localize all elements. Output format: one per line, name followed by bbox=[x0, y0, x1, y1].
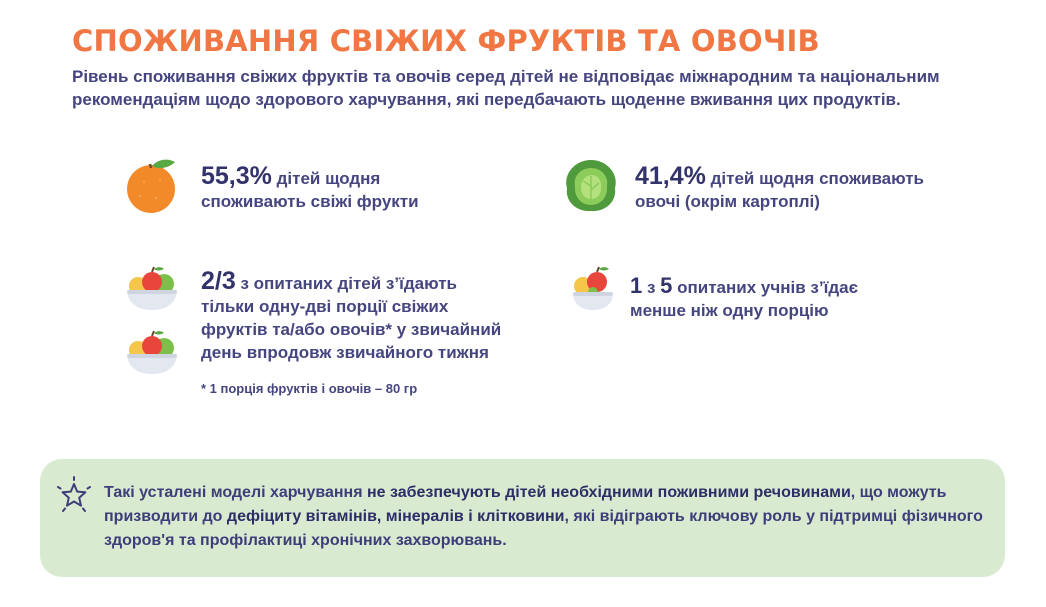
banner-text-emphasis-2: дефіциту вітамінів, мінералів і кліткови… bbox=[226, 508, 565, 525]
fruit-bowl-icon bbox=[573, 266, 613, 310]
orange-icon bbox=[127, 159, 175, 213]
stat-students-value-b: 5 bbox=[660, 273, 673, 298]
banner-text-emphasis-1: не забезпечують дітей необхідними поживн… bbox=[367, 484, 851, 501]
banner-text-part5: , які відіграють ключову роль у підтримц… bbox=[104, 508, 983, 549]
stat-portions-text4: день впродовж звичайного тижня bbox=[201, 343, 489, 362]
banner-text-part1: Такі усталені моделі харчування bbox=[104, 484, 367, 501]
stat-students-value-a: 1 bbox=[630, 273, 643, 298]
cabbage-icon bbox=[566, 160, 616, 212]
star-icon bbox=[57, 476, 91, 512]
stat-portions-value: 2/3 bbox=[201, 267, 236, 295]
stat-vegetables: 41,4% дітей щодня споживають овочі (окрі… bbox=[635, 162, 975, 213]
stat-vegetables-value: 41,4% bbox=[635, 162, 706, 190]
stat-fruits-text1: дітей щодня bbox=[271, 169, 381, 188]
stat-students-mid: з bbox=[642, 278, 661, 297]
page-title: СПОЖИВАННЯ СВІЖИХ ФРУКТІВ ТА ОВОЧІВ bbox=[72, 24, 820, 58]
stat-portions-text1: з опитаних дітей з’їдають bbox=[235, 274, 457, 293]
stat-students-text2: менше ніж одну порцію bbox=[630, 301, 829, 320]
portion-footnote: * 1 порція фруктів і овочів – 80 гр bbox=[201, 381, 418, 396]
stat-fruits: 55,3% дітей щодня споживають свіжі фрукт… bbox=[201, 162, 531, 213]
info-banner: Такі усталені моделі харчування не забез… bbox=[40, 459, 1005, 577]
stat-students-text1: опитаних учнів з’їдає bbox=[672, 278, 858, 297]
fruit-bowl-icon bbox=[127, 330, 177, 374]
stat-portions: 2/3 з опитаних дітей з’їдають тільки одн… bbox=[201, 267, 531, 364]
fruit-bowl-icon bbox=[127, 266, 177, 310]
stat-fruits-text2: споживають свіжі фрукти bbox=[201, 192, 419, 211]
stat-vegetables-text2: овочі (окрім картоплі) bbox=[635, 192, 820, 211]
stat-portions-text2: тільки одну-дві порції свіжих bbox=[201, 297, 449, 316]
stat-fruits-value: 55,3% bbox=[201, 162, 272, 190]
stat-students: 1 з 5 опитаних учнів з’їдає менше ніж од… bbox=[630, 274, 970, 322]
banner-text: Такі усталені моделі харчування не забез… bbox=[104, 481, 984, 553]
page-subtitle: Рівень споживання свіжих фруктів та овоч… bbox=[72, 67, 940, 109]
banner-text-part3: , що можуть призводити до bbox=[104, 484, 947, 525]
stat-vegetables-text1: дітей щодня споживають bbox=[705, 169, 925, 188]
stat-portions-text3: фруктів та/або овочів* у звичайний bbox=[201, 320, 502, 339]
